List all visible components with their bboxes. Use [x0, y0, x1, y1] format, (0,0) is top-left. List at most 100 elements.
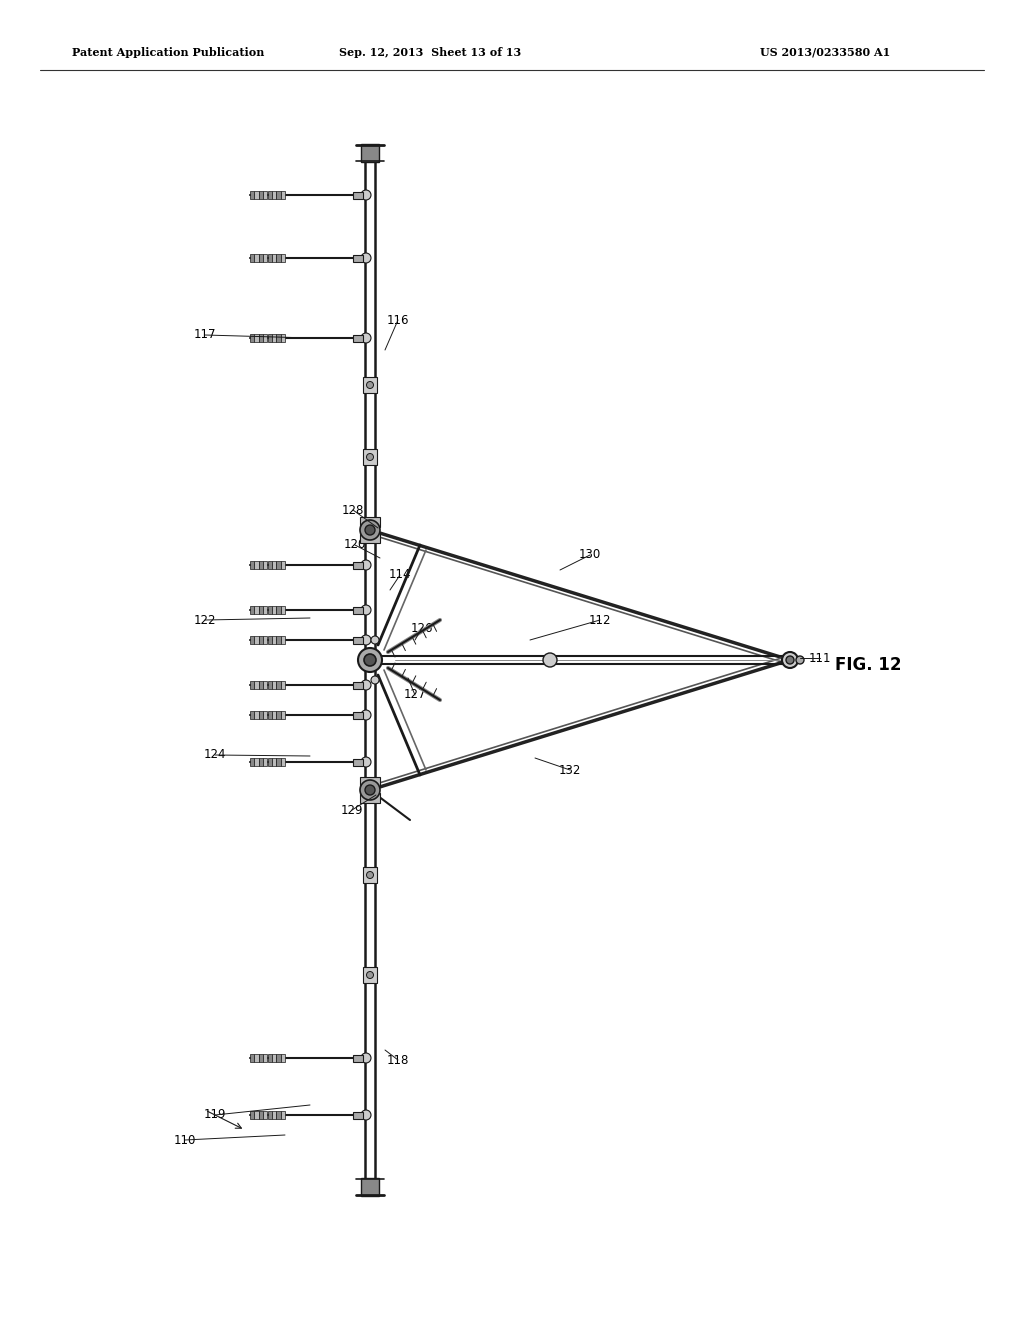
Bar	[353, 606, 362, 614]
Bar	[276, 253, 281, 261]
Bar	[362, 378, 377, 393]
Bar	[353, 681, 362, 689]
Circle shape	[367, 871, 374, 879]
Bar	[267, 334, 271, 342]
Bar	[360, 517, 380, 527]
Bar	[281, 758, 285, 766]
Text: 128: 128	[342, 503, 365, 516]
Bar	[353, 636, 362, 644]
Bar	[267, 253, 271, 261]
Bar	[362, 449, 377, 465]
Bar	[361, 1177, 379, 1196]
Circle shape	[361, 605, 371, 615]
Circle shape	[367, 787, 374, 793]
Bar	[259, 681, 263, 689]
Bar	[263, 758, 267, 766]
Text: 127: 127	[403, 689, 426, 701]
Bar	[361, 144, 379, 162]
Bar	[276, 711, 281, 719]
Text: 116: 116	[387, 314, 410, 326]
Text: 114: 114	[389, 569, 412, 582]
Bar	[267, 636, 271, 644]
Bar	[250, 681, 254, 689]
Bar	[255, 758, 259, 766]
Bar	[267, 711, 271, 719]
Bar	[281, 636, 285, 644]
Circle shape	[360, 520, 380, 540]
Bar	[360, 533, 380, 543]
Text: FIG. 12: FIG. 12	[835, 656, 901, 675]
Bar	[267, 561, 271, 569]
Bar	[259, 1111, 263, 1119]
Bar	[281, 334, 285, 342]
Bar	[360, 793, 380, 803]
Bar	[250, 253, 254, 261]
Bar	[281, 1111, 285, 1119]
Bar	[281, 711, 285, 719]
Circle shape	[361, 756, 371, 767]
Bar	[263, 561, 267, 569]
Bar	[272, 334, 276, 342]
Text: 119: 119	[204, 1109, 226, 1122]
Bar	[360, 777, 380, 787]
Bar	[276, 1111, 281, 1119]
Bar	[272, 711, 276, 719]
Bar	[276, 606, 281, 614]
Bar	[272, 758, 276, 766]
Bar	[259, 253, 263, 261]
Bar	[250, 1111, 254, 1119]
Bar	[267, 191, 271, 199]
Bar	[272, 636, 276, 644]
Circle shape	[367, 972, 374, 978]
Bar	[259, 711, 263, 719]
Bar	[281, 1053, 285, 1063]
Bar	[259, 191, 263, 199]
Bar	[281, 191, 285, 199]
Text: 117: 117	[194, 329, 216, 342]
Bar	[362, 781, 377, 799]
Bar	[353, 759, 362, 766]
Bar	[353, 561, 362, 569]
Bar	[281, 561, 285, 569]
Bar	[267, 1111, 271, 1119]
Circle shape	[361, 635, 371, 645]
Bar	[259, 1053, 263, 1063]
Circle shape	[361, 1110, 371, 1119]
Bar	[267, 606, 271, 614]
Text: Sep. 12, 2013  Sheet 13 of 13: Sep. 12, 2013 Sheet 13 of 13	[339, 46, 521, 58]
Circle shape	[367, 381, 374, 388]
Bar	[281, 681, 285, 689]
Circle shape	[782, 652, 798, 668]
Circle shape	[361, 1053, 371, 1063]
Circle shape	[367, 527, 374, 533]
Text: 132: 132	[559, 763, 582, 776]
Bar	[255, 253, 259, 261]
Bar	[263, 636, 267, 644]
Text: 110: 110	[174, 1134, 197, 1147]
Bar	[263, 1111, 267, 1119]
Bar	[255, 681, 259, 689]
Bar	[250, 606, 254, 614]
Bar	[263, 606, 267, 614]
Bar	[276, 758, 281, 766]
Bar	[353, 255, 362, 261]
Text: 124: 124	[204, 748, 226, 762]
Bar	[250, 334, 254, 342]
Bar	[353, 711, 362, 718]
Bar	[281, 606, 285, 614]
Circle shape	[367, 454, 374, 461]
Circle shape	[360, 780, 380, 800]
Text: 122: 122	[194, 614, 216, 627]
Bar	[276, 561, 281, 569]
Text: 112: 112	[589, 614, 611, 627]
Bar	[276, 191, 281, 199]
Text: 111: 111	[809, 652, 831, 664]
Bar	[276, 334, 281, 342]
Circle shape	[361, 253, 371, 263]
Bar	[255, 334, 259, 342]
Circle shape	[361, 710, 371, 719]
Bar	[272, 1053, 276, 1063]
Bar	[281, 253, 285, 261]
Bar	[250, 1053, 254, 1063]
Circle shape	[786, 656, 794, 664]
